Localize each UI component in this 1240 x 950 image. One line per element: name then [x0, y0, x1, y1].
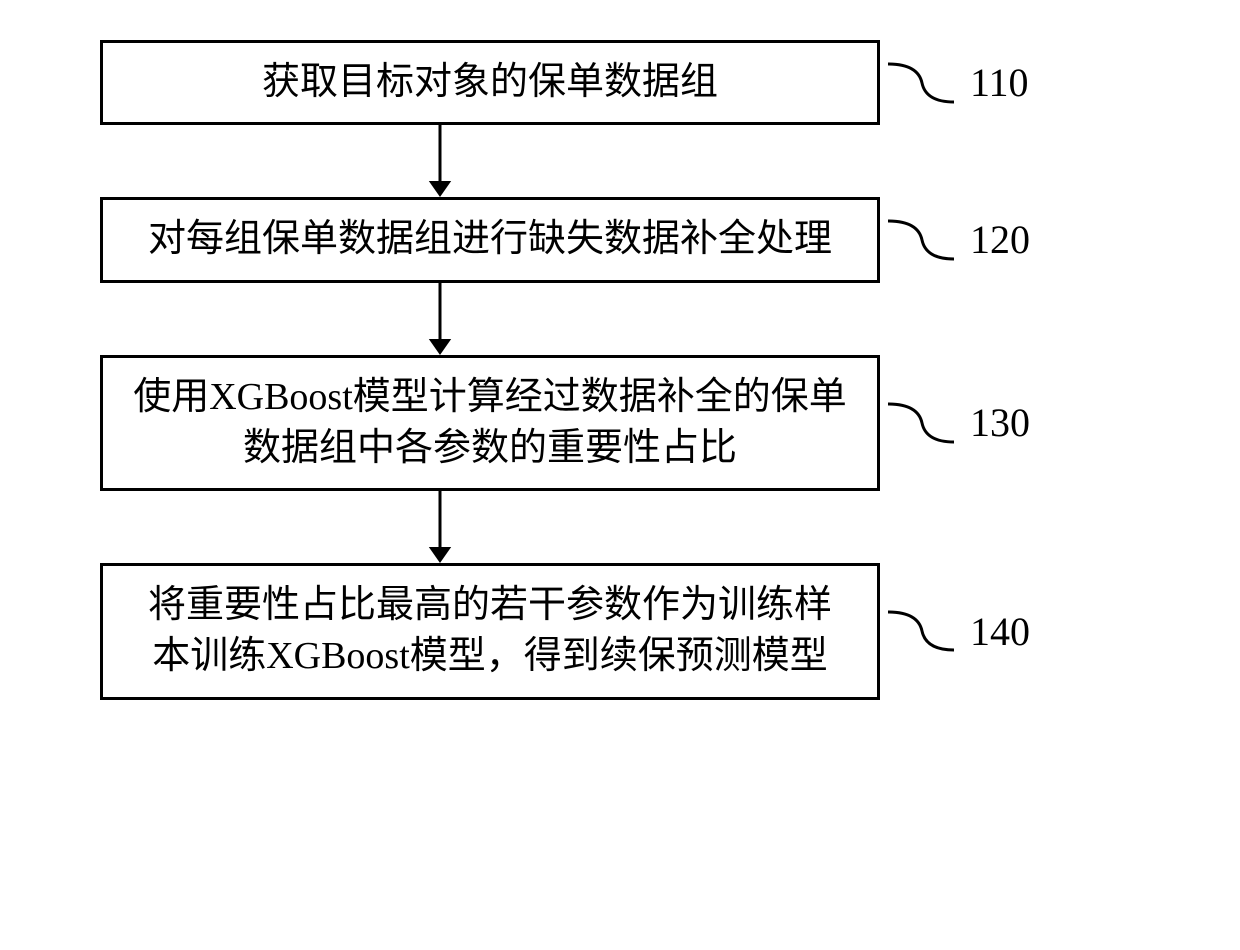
flow-step-130: 使用XGBoost模型计算经过数据补全的保单数据组中各参数的重要性占比 130 — [100, 355, 1140, 492]
step-number-label: 120 — [970, 216, 1030, 263]
flow-arrow — [100, 283, 1140, 355]
flow-step-110: 获取目标对象的保单数据组 110 — [100, 40, 1140, 125]
step-number-label: 110 — [970, 59, 1029, 106]
step-number-label: 140 — [970, 608, 1030, 655]
flow-step-140: 将重要性占比最高的若干参数作为训练样本训练XGBoost模型，得到续保预测模型 1… — [100, 563, 1140, 700]
flowchart-container: 获取目标对象的保单数据组 110 对每组保单数据组进行缺失数据补全处理 120 使用XG… — [100, 40, 1140, 700]
step-box: 获取目标对象的保单数据组 — [100, 40, 880, 125]
flow-arrow — [100, 491, 1140, 563]
step-label-connector — [888, 398, 958, 448]
flow-step-120: 对每组保单数据组进行缺失数据补全处理 120 — [100, 197, 1140, 282]
step-label-connector — [888, 606, 958, 656]
step-box: 将重要性占比最高的若干参数作为训练样本训练XGBoost模型，得到续保预测模型 — [100, 563, 880, 700]
step-box: 使用XGBoost模型计算经过数据补全的保单数据组中各参数的重要性占比 — [100, 355, 880, 492]
step-label-connector — [888, 58, 958, 108]
flow-arrow — [100, 125, 1140, 197]
step-label-connector — [888, 215, 958, 265]
step-number-label: 130 — [970, 399, 1030, 446]
step-box: 对每组保单数据组进行缺失数据补全处理 — [100, 197, 880, 282]
